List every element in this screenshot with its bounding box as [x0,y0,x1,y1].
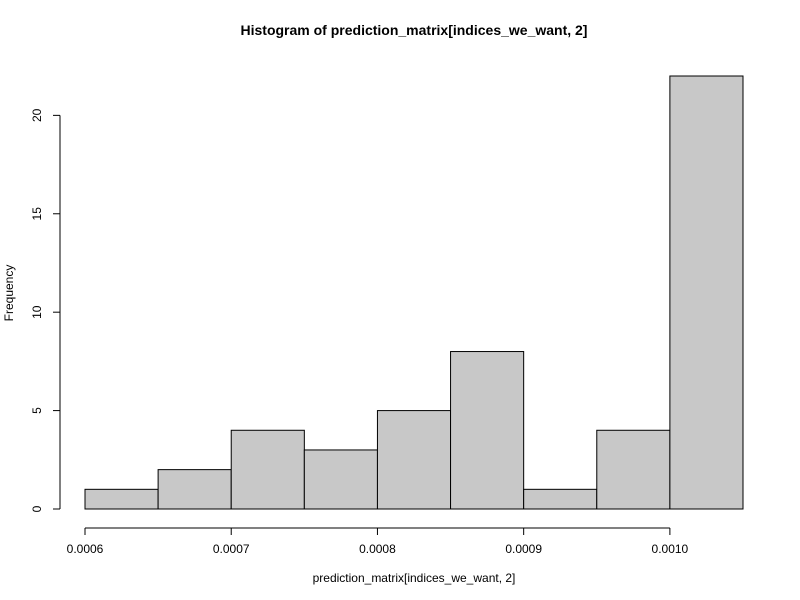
x-tick-label: 0.0007 [213,542,250,556]
y-tick-label: 10 [30,305,44,319]
y-tick-label: 0 [30,505,44,512]
y-axis: 0 5 10 15 20 [30,108,61,512]
histogram-bar-5 [376,410,452,510]
y-axis-label: Frequency [2,265,16,322]
histogram-bar-8 [596,429,671,510]
y-tick-label: 20 [30,108,44,122]
y-tick-label: 15 [30,207,44,221]
histogram-bar-6 [450,351,525,510]
histogram-bar-7 [523,488,598,510]
x-axis-label: prediction_matrix[indices_we_want, 2] [313,571,516,585]
y-tick-label: 5 [30,407,44,414]
x-tick-label: 0.0008 [359,542,396,556]
x-tick-label: 0.0006 [67,542,104,556]
x-tick-label: 0.0009 [505,542,542,556]
histogram-bar-1 [84,488,159,510]
histogram-bar-2 [157,469,232,510]
histogram-bar-4 [303,449,378,510]
x-axis: 0.0006 0.0007 0.0008 0.0009 0.0010 [67,527,689,556]
histogram-bar-9 [669,75,744,510]
x-tick-label: 0.0010 [652,542,689,556]
chart-title: Histogram of prediction_matrix[indices_w… [241,22,588,38]
histogram-bar-3 [230,429,305,510]
bars-group [84,75,744,510]
